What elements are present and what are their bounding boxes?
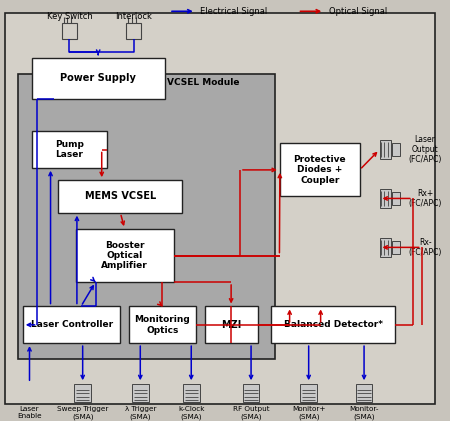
Bar	[32, 58, 165, 99]
Bar	[58, 180, 182, 213]
Text: Sweep Trigger
(SMA): Sweep Trigger (SMA)	[57, 406, 108, 420]
Bar	[392, 192, 400, 205]
Bar	[18, 74, 275, 360]
Bar	[183, 384, 200, 402]
Bar	[243, 384, 260, 402]
Bar	[392, 240, 400, 254]
Bar	[380, 237, 391, 257]
Bar	[126, 23, 141, 40]
Text: k-Clock
(SMA): k-Clock (SMA)	[178, 406, 204, 420]
Bar	[271, 306, 395, 343]
Bar	[300, 384, 317, 402]
Text: RF Output
(SMA): RF Output (SMA)	[233, 406, 270, 420]
Text: Balanced Detector*: Balanced Detector*	[284, 320, 382, 329]
Text: MZI: MZI	[221, 320, 241, 330]
Text: VCSEL Module: VCSEL Module	[167, 78, 240, 87]
Bar	[76, 229, 174, 282]
Text: Pump
Laser: Pump Laser	[55, 140, 84, 159]
Bar	[62, 23, 77, 40]
Text: Laser Controller: Laser Controller	[31, 320, 112, 329]
Bar	[132, 384, 148, 402]
Bar	[356, 384, 373, 402]
Text: Electrical Signal: Electrical Signal	[200, 7, 267, 16]
Bar	[380, 189, 391, 208]
Text: Monitoring
Optics: Monitoring Optics	[135, 315, 190, 335]
Bar	[23, 306, 120, 343]
Text: Power Supply: Power Supply	[60, 73, 136, 83]
Bar	[380, 140, 391, 159]
Text: Laser
Enable: Laser Enable	[17, 406, 42, 419]
Bar	[129, 306, 196, 343]
Text: Protective
Diodes +
Coupler: Protective Diodes + Coupler	[293, 155, 346, 185]
Text: Interlock: Interlock	[115, 12, 152, 21]
Text: MEMS VCSEL: MEMS VCSEL	[85, 192, 156, 201]
Bar	[392, 143, 400, 156]
Bar	[280, 144, 360, 197]
Text: Monitor-
(SMA): Monitor- (SMA)	[349, 406, 379, 420]
Text: Booster
Optical
Amplifier: Booster Optical Amplifier	[101, 241, 148, 270]
Text: Rx-
(FC/APC): Rx- (FC/APC)	[409, 238, 442, 257]
Text: Laser
Output
(FC/APC): Laser Output (FC/APC)	[409, 135, 442, 165]
Text: Rx+
(FC/APC): Rx+ (FC/APC)	[409, 189, 442, 208]
Text: Key Switch: Key Switch	[46, 12, 92, 21]
Text: λ Trigger
(SMA): λ Trigger (SMA)	[125, 406, 156, 420]
Text: Optical Signal: Optical Signal	[328, 7, 387, 16]
Bar	[32, 131, 107, 168]
Bar	[205, 306, 258, 343]
Text: Monitor+
(SMA): Monitor+ (SMA)	[292, 406, 325, 420]
Bar	[74, 384, 91, 402]
